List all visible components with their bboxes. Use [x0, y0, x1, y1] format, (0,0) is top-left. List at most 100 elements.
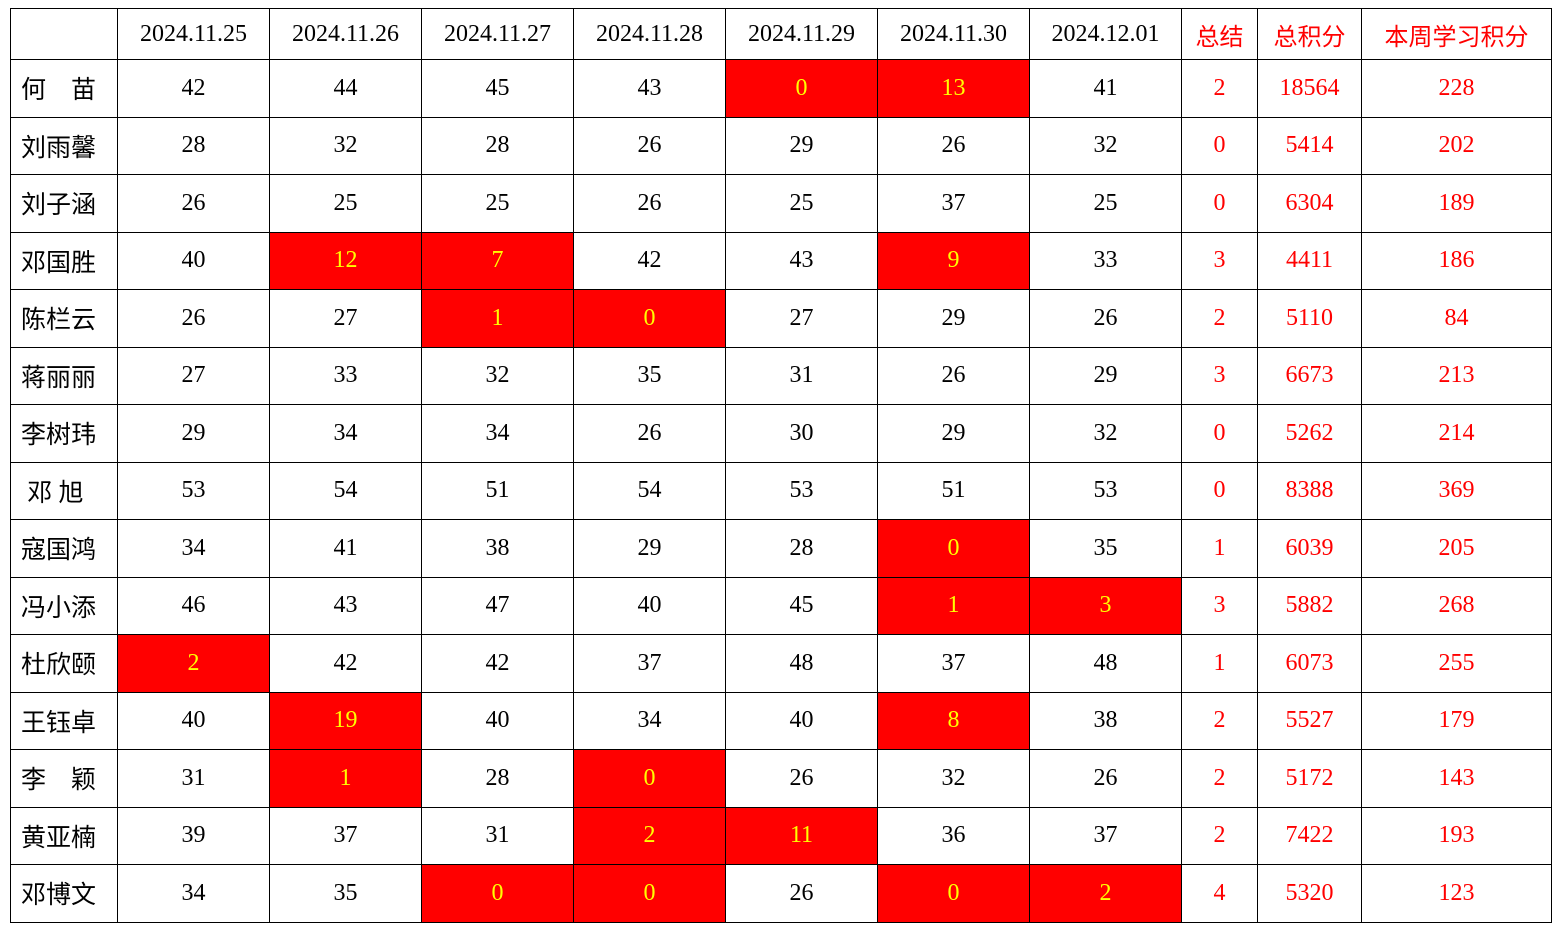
weekly-cell: 189: [1361, 174, 1552, 233]
daily-score: 33: [269, 346, 422, 405]
student-name: 冯小添: [10, 576, 118, 635]
daily-score: 1: [421, 289, 574, 348]
total-cell: 6304: [1257, 174, 1362, 233]
total-cell: 6673: [1257, 346, 1362, 405]
daily-score: 0: [573, 749, 726, 808]
daily-score: 48: [1029, 634, 1182, 693]
daily-score: 53: [725, 461, 878, 520]
daily-score: 31: [421, 806, 574, 865]
total-cell: 5882: [1257, 576, 1362, 635]
daily-score: 12: [269, 231, 422, 290]
summary-cell: 0: [1181, 461, 1258, 520]
daily-score: 42: [269, 634, 422, 693]
table-row: 李树玮 29 34 34 26 30 29 32 0 5262 214: [10, 404, 1552, 463]
daily-score: 35: [1029, 519, 1182, 578]
daily-score: 40: [421, 691, 574, 750]
daily-score: 25: [725, 174, 878, 233]
daily-score: 28: [421, 116, 574, 175]
daily-score: 27: [117, 346, 270, 405]
daily-score: 0: [421, 864, 574, 923]
student-name: 李树玮: [10, 404, 118, 463]
table-row: 邓博文 34 35 0 0 26 0 2 4 5320 123: [10, 864, 1552, 923]
summary-cell: 3: [1181, 346, 1258, 405]
total-cell: 5320: [1257, 864, 1362, 923]
daily-score: 0: [573, 289, 726, 348]
daily-score: 26: [573, 174, 726, 233]
daily-score: 37: [1029, 806, 1182, 865]
daily-score: 32: [421, 346, 574, 405]
daily-score: 29: [573, 519, 726, 578]
daily-score: 53: [117, 461, 270, 520]
daily-score: 8: [877, 691, 1030, 750]
daily-score: 43: [573, 59, 726, 118]
table-row: 邓国胜 40 12 7 42 43 9 33 3 4411 186: [10, 231, 1552, 290]
student-name: 刘子涵: [10, 174, 118, 233]
daily-score: 2: [573, 806, 726, 865]
weekly-cell: 186: [1361, 231, 1552, 290]
summary-cell: 3: [1181, 576, 1258, 635]
daily-score: 26: [573, 116, 726, 175]
total-cell: 8388: [1257, 461, 1362, 520]
daily-score: 0: [725, 59, 878, 118]
student-name: 黄亚楠: [10, 806, 118, 865]
daily-score: 2: [1029, 864, 1182, 923]
date-header: 2024.11.25: [117, 8, 270, 60]
total-cell: 5172: [1257, 749, 1362, 808]
date-header: 2024.11.29: [725, 8, 878, 60]
table-row: 2024.11.25 2024.11.26 2024.11.27 2024.11.28…: [10, 8, 1552, 60]
daily-score: 38: [1029, 691, 1182, 750]
daily-score: 35: [269, 864, 422, 923]
weekly-cell: 268: [1361, 576, 1552, 635]
daily-score: 43: [269, 576, 422, 635]
table-row: 刘雨馨 28 32 28 26 29 26 32 0 5414 202: [10, 116, 1552, 175]
student-name: 邓博文: [10, 864, 118, 923]
daily-score: 9: [877, 231, 1030, 290]
table-row: 何 苗 42 44 45 43 0 13 41 2 18564 228: [10, 59, 1552, 118]
daily-score: 26: [117, 289, 270, 348]
daily-score: 33: [1029, 231, 1182, 290]
daily-score: 2: [117, 634, 270, 693]
date-header: 2024.11.27: [421, 8, 574, 60]
daily-score: 28: [725, 519, 878, 578]
weekly-cell: 143: [1361, 749, 1552, 808]
daily-score: 39: [117, 806, 270, 865]
summary-cell: 1: [1181, 519, 1258, 578]
summary-cell: 2: [1181, 59, 1258, 118]
summary-cell: 2: [1181, 806, 1258, 865]
weekly-cell: 213: [1361, 346, 1552, 405]
daily-score: 28: [117, 116, 270, 175]
total-cell: 6073: [1257, 634, 1362, 693]
table-row: 刘子涵 26 25 25 26 25 37 25 0 6304 189: [10, 174, 1552, 233]
student-name: 陈栏云: [10, 289, 118, 348]
daily-score: 25: [421, 174, 574, 233]
student-name: 王钰卓: [10, 691, 118, 750]
summary-cell: 0: [1181, 174, 1258, 233]
total-cell: 4411: [1257, 231, 1362, 290]
student-name: 刘雨馨: [10, 116, 118, 175]
date-header: 2024.12.01: [1029, 8, 1182, 60]
daily-score: 3: [1029, 576, 1182, 635]
daily-score: 27: [725, 289, 878, 348]
weekly-cell: 179: [1361, 691, 1552, 750]
summary-cell: 1: [1181, 634, 1258, 693]
daily-score: 34: [269, 404, 422, 463]
daily-score: 45: [725, 576, 878, 635]
summary-cell: 2: [1181, 749, 1258, 808]
student-name: 邓国胜: [10, 231, 118, 290]
daily-score: 34: [117, 519, 270, 578]
student-name: 寇国鸿: [10, 519, 118, 578]
date-header: 2024.11.26: [269, 8, 422, 60]
daily-score: 40: [725, 691, 878, 750]
daily-score: 7: [421, 231, 574, 290]
daily-score: 26: [877, 116, 1030, 175]
daily-score: 29: [725, 116, 878, 175]
total-cell: 5414: [1257, 116, 1362, 175]
weekly-header: 本周学习积分: [1361, 8, 1552, 60]
table-row: 杜欣颐 2 42 42 37 48 37 48 1 6073 255: [10, 634, 1552, 693]
daily-score: 11: [725, 806, 878, 865]
weekly-cell: 255: [1361, 634, 1552, 693]
daily-score: 47: [421, 576, 574, 635]
table-row: 黄亚楠 39 37 31 2 11 36 37 2 7422 193: [10, 806, 1552, 865]
weekly-cell: 228: [1361, 59, 1552, 118]
